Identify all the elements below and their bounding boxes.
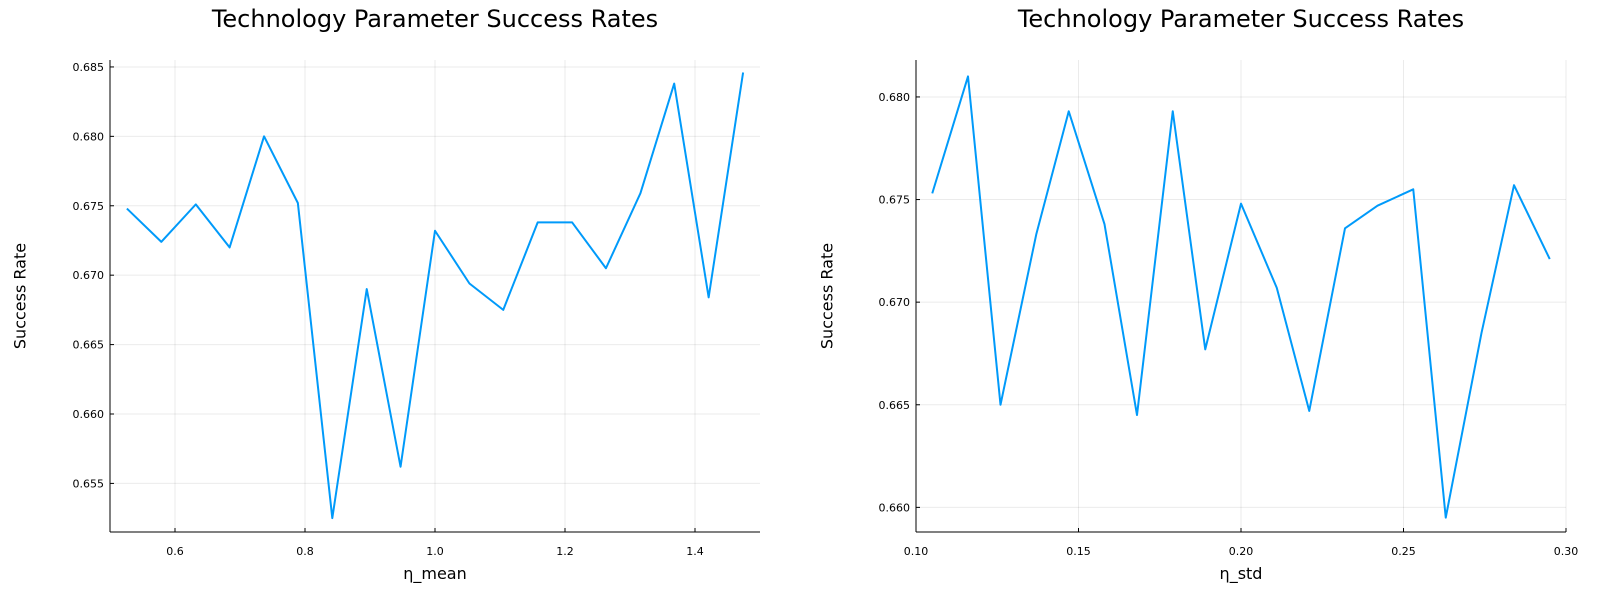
data-point (1068, 110, 1070, 112)
x-tick-label: 0.6 (166, 545, 184, 558)
y-tick-label: 0.675 (879, 194, 911, 207)
x-tick-label: 0.25 (1391, 545, 1416, 558)
y-tick-label: 0.670 (73, 269, 105, 282)
data-point (537, 221, 539, 223)
y-axis-label: Success Rate (11, 243, 30, 349)
x-tick-label: 1.0 (426, 545, 444, 558)
data-point (1549, 258, 1551, 260)
data-point (1240, 203, 1242, 205)
data-point (571, 221, 573, 223)
data-point (1377, 205, 1379, 207)
data-point (1412, 188, 1414, 190)
data-point (1104, 223, 1106, 225)
data-point (1344, 227, 1346, 229)
x-tick-label: 0.8 (296, 545, 314, 558)
data-point (366, 288, 368, 290)
y-tick-label: 0.675 (73, 200, 105, 213)
data-point (502, 309, 504, 311)
y-axis-label: Success Rate (818, 243, 837, 349)
x-tick-label: 1.4 (686, 545, 704, 558)
y-tick-label: 0.665 (73, 339, 105, 352)
data-point (1276, 287, 1278, 289)
data-point (297, 202, 299, 204)
y-tick-label: 0.680 (73, 130, 105, 143)
data-point (126, 208, 128, 210)
y-tick-label: 0.660 (73, 408, 105, 421)
data-point (931, 192, 933, 194)
data-point (967, 75, 969, 77)
x-tick-label: 1.2 (556, 545, 574, 558)
data-point (263, 135, 265, 137)
data-point (1481, 332, 1483, 334)
data-point (1035, 233, 1037, 235)
data-point (195, 203, 197, 205)
data-point (229, 246, 231, 248)
x-axis-label: η_std (1220, 564, 1263, 584)
data-point (1513, 184, 1515, 186)
subplot-2: 0.10 0.15 0.20 0.25 0.30 0.660 0.665 0.670 0.675… (818, 5, 1579, 584)
data-point (1204, 348, 1206, 350)
data-point (639, 192, 641, 194)
data-point (1000, 404, 1002, 406)
data-point (1308, 410, 1310, 412)
data-point (1445, 517, 1447, 519)
data-point (708, 296, 710, 298)
data-point (468, 283, 470, 285)
x-tick-label: 0.15 (1066, 545, 1091, 558)
y-tick-label: 0.685 (73, 61, 105, 74)
data-point (1172, 110, 1174, 112)
x-axis-label: η_mean (403, 564, 467, 584)
y-tick-label: 0.665 (879, 399, 911, 412)
series-line (931, 75, 1551, 519)
data-point (331, 517, 333, 519)
data-point (605, 267, 607, 269)
data-point (1136, 414, 1138, 416)
y-tick-label: 0.655 (73, 477, 105, 490)
y-tick-label: 0.660 (879, 501, 911, 514)
y-tick-label: 0.670 (879, 296, 911, 309)
x-tick-label: 0.10 (904, 545, 929, 558)
chart-title: Technology Parameter Success Rates (1017, 5, 1464, 33)
x-tick-label: 0.30 (1554, 545, 1579, 558)
data-point (434, 230, 436, 232)
y-tick-label: 0.680 (879, 91, 911, 104)
data-point (742, 71, 744, 73)
series-line (126, 72, 745, 520)
data-point (673, 83, 675, 85)
x-tick-label: 0.20 (1229, 545, 1254, 558)
chart-title: Technology Parameter Success Rates (211, 5, 658, 33)
subplot-1: 0.6 0.8 1.0 1.2 1.4 0.655 0.660 0.665 0.670 0.675… (11, 5, 760, 584)
data-point (400, 466, 402, 468)
data-point (160, 241, 162, 243)
